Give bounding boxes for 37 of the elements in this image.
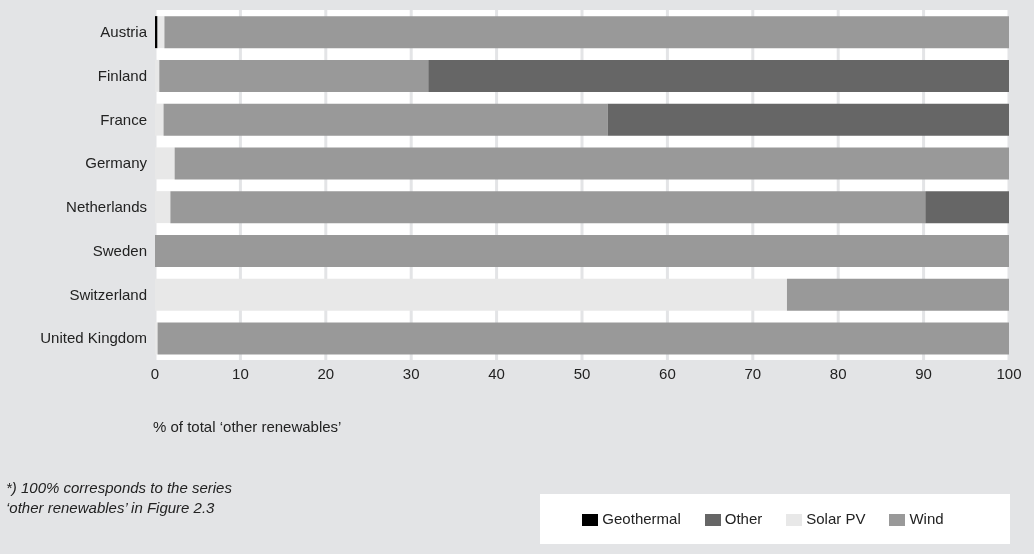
bar	[428, 59, 1009, 92]
bar	[157, 322, 1009, 355]
bar	[170, 191, 926, 224]
y-tick-label: France	[100, 110, 147, 128]
x-tick-label: 50	[573, 364, 591, 382]
x-tick-label: 60	[659, 364, 676, 382]
y-tick-label: United Kingdom	[40, 329, 147, 347]
bar	[174, 147, 1009, 180]
x-tick-label: 100	[996, 364, 1022, 382]
bar	[607, 103, 1009, 136]
bar	[786, 278, 1009, 311]
y-tick-label: Germany	[85, 154, 148, 172]
x-tick-label: 0	[150, 364, 160, 382]
bar	[925, 191, 1009, 224]
x-tick-label: 20	[317, 364, 335, 382]
y-tick-label: Finland	[97, 66, 147, 84]
bar	[155, 16, 158, 49]
footnote: *) 100% corresponds to the series ‘other renewables’ in Figure 2.3	[6, 478, 233, 518]
bar	[163, 103, 608, 136]
bar	[159, 59, 429, 92]
x-tick-label: 90	[915, 364, 932, 382]
y-tick-label: Sweden	[92, 241, 147, 259]
x-tick-label: 80	[829, 364, 847, 382]
x-tick-label: 30	[402, 364, 420, 382]
y-tick-label: Switzerland	[69, 285, 147, 303]
y-tick-label: Netherlands	[66, 198, 147, 216]
x-tick-label: 40	[488, 364, 505, 382]
bar	[164, 16, 1009, 49]
x-tick-label: 70	[744, 364, 762, 382]
legend-label: Wind	[909, 510, 944, 527]
x-axis-title: % of total ‘other renewables’	[153, 418, 342, 435]
x-tick-label: 10	[232, 364, 249, 382]
legend-label: Other	[724, 510, 763, 527]
legend-label: Solar PV	[806, 510, 866, 527]
bar	[155, 234, 1009, 267]
y-tick-label: Austria	[100, 23, 148, 41]
legend-label: Geothermal	[602, 510, 681, 527]
